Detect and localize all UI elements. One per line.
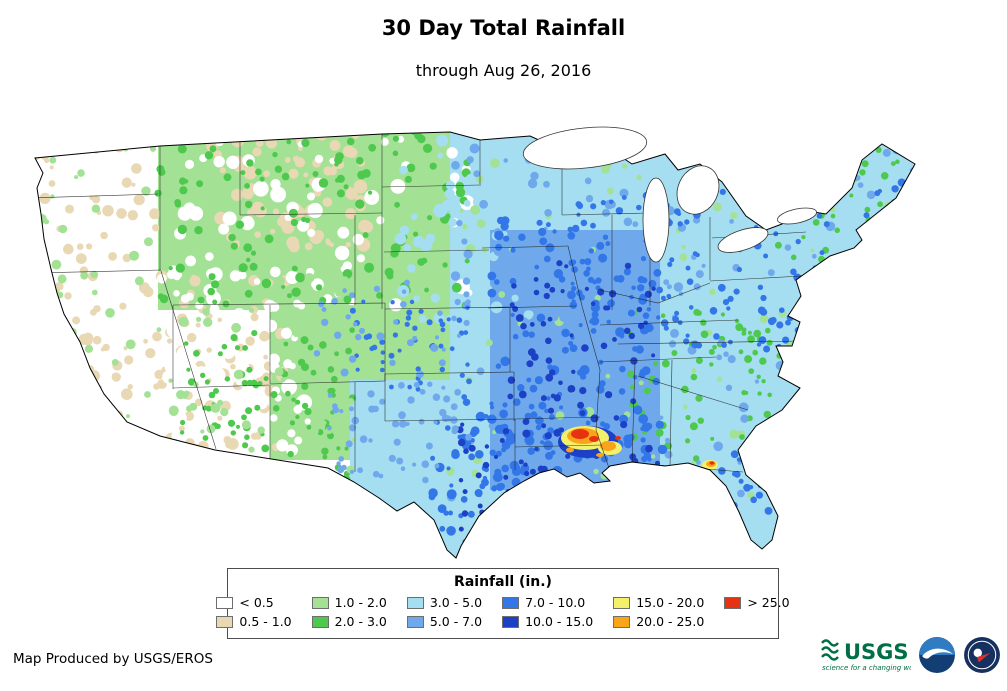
- page-title: 30 Day Total Rainfall: [381, 16, 626, 40]
- usgs-wave-icon: [821, 639, 839, 661]
- us-outline: [34, 131, 916, 559]
- legend-item: > 25.0: [724, 593, 790, 612]
- legend-label: 20.0 - 25.0: [636, 614, 705, 629]
- legend-item: 3.0 - 5.0: [406, 593, 483, 612]
- agency-logos: USGS science for a changing world: [819, 635, 1001, 675]
- legend-label: 0.5 - 1.0: [239, 614, 292, 629]
- credit-text: Map Produced by USGS/EROS: [13, 651, 213, 667]
- legend-title: Rainfall (in.): [454, 574, 552, 590]
- legend-swatch: [311, 596, 329, 609]
- legend-swatch: [216, 615, 234, 628]
- legend-label: 5.0 - 7.0: [429, 614, 483, 629]
- legend-label: < 0.5: [239, 595, 274, 610]
- legend-swatch: [406, 596, 424, 609]
- legend-item: < 0.5: [216, 593, 291, 612]
- nws-circle: [964, 637, 1000, 673]
- legend-item: 2.0 - 3.0: [311, 612, 387, 631]
- state-borders-layer: [35, 134, 829, 473]
- map-fill-layer: [35, 132, 915, 558]
- legend-item: 0.5 - 1.0: [216, 612, 292, 631]
- legend-label: > 25.0: [747, 595, 790, 610]
- page-subtitle: through Aug 26, 2016: [415, 61, 592, 80]
- nws-red-wedge-icon: [976, 652, 991, 663]
- legend-item: 1.0 - 2.0: [311, 593, 387, 612]
- noaa-seagull-icon: [922, 648, 953, 659]
- rainfall-map: [10, 120, 995, 562]
- legend-label: 7.0 - 10.0: [525, 595, 586, 610]
- legend-label: 15.0 - 20.0: [636, 595, 705, 610]
- legend-item: 5.0 - 7.0: [406, 612, 483, 631]
- legend-label: 2.0 - 3.0: [334, 614, 387, 629]
- legend-swatch: [613, 596, 631, 609]
- legend-label: 10.0 - 15.0: [525, 614, 594, 629]
- usgs-wordmark: USGS: [844, 640, 909, 664]
- noaa-logo: [919, 637, 955, 673]
- nws-logo: [964, 637, 1000, 673]
- nws-ring: [967, 640, 997, 670]
- legend-swatch: [502, 615, 520, 628]
- legend-item: 7.0 - 10.0: [502, 593, 593, 612]
- great-lakes: [522, 126, 818, 263]
- nws-white-disc: [973, 648, 982, 658]
- usgs-logo: USGS science for a changing world: [821, 639, 911, 672]
- us-rainfall-map-image: [34, 126, 916, 559]
- legend-label: 3.0 - 5.0: [429, 595, 483, 610]
- legend-label: 1.0 - 2.0: [334, 595, 387, 610]
- legend-swatch: [406, 615, 424, 628]
- legend-swatch: [311, 615, 329, 628]
- legend-item: 20.0 - 25.0: [613, 612, 704, 631]
- legend-swatch: [216, 596, 234, 609]
- legend: Rainfall (in.) < 0.5 0.5 - 1.0 1.0 - 2.0 2.…: [216, 568, 790, 639]
- legend-swatch: [724, 596, 742, 609]
- usgs-tagline: science for a changing world: [822, 664, 911, 672]
- legend-item: 15.0 - 20.0: [613, 593, 704, 612]
- legend-items: < 0.5 0.5 - 1.0 1.0 - 2.0 2.0 - 3.0 3.0 - 5.…: [216, 593, 790, 631]
- legend-swatch: [502, 596, 520, 609]
- legend-item: 10.0 - 15.0: [502, 612, 593, 631]
- legend-swatch: [613, 615, 631, 628]
